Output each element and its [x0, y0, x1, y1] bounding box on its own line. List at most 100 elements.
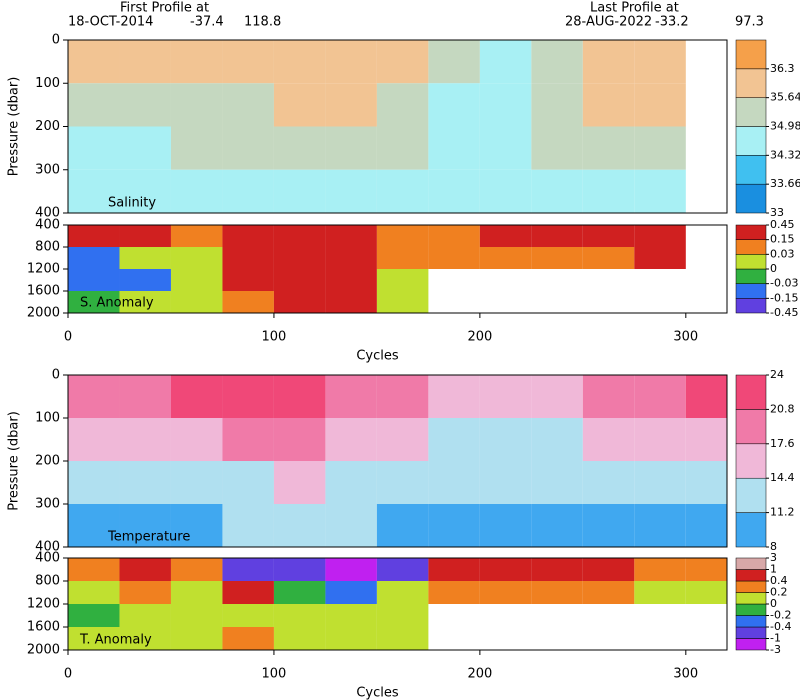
cell [222, 418, 274, 461]
cell [273, 418, 326, 461]
colorbar-box [735, 374, 767, 410]
colorbar-tick-label: 0.45 [770, 218, 795, 231]
y-tick-label: 2000 [27, 643, 60, 658]
cell [325, 269, 377, 291]
cell [273, 604, 326, 627]
cell [170, 269, 223, 291]
cell [68, 83, 120, 127]
cell [273, 581, 326, 604]
cell [119, 169, 171, 213]
cell [222, 269, 274, 291]
colorbar-tick-label: 33.66 [770, 177, 800, 190]
colorbar-box [735, 626, 767, 639]
cell [170, 247, 223, 269]
cell [479, 126, 532, 170]
cell [428, 558, 480, 581]
colorbar-tick-label: 0.4 [770, 574, 788, 587]
cell [376, 40, 429, 84]
cell [222, 291, 274, 313]
cell [170, 169, 223, 213]
last-lon: 97.3 [735, 15, 764, 30]
cell [376, 83, 429, 127]
cell [325, 581, 377, 604]
cell [634, 247, 686, 269]
x-axis-label: Cycles [356, 349, 399, 364]
cell [170, 291, 223, 313]
colorbar-tick-label: 11.2 [770, 506, 795, 519]
cell [634, 581, 686, 604]
y-axis-label: Pressure (dbar) [7, 411, 22, 511]
y-tick-label: 300 [35, 497, 60, 512]
cell [428, 126, 480, 170]
colorbar-box [735, 512, 767, 548]
y-tick-label: 1200 [27, 262, 60, 277]
y-tick-label: 200 [35, 454, 60, 469]
colorbar-box [735, 638, 767, 651]
colorbar-tick-label: 24 [770, 368, 784, 381]
cell [531, 126, 583, 170]
cell [531, 375, 583, 418]
colorbar-tick-label: 34.98 [770, 120, 800, 133]
cell [428, 581, 480, 604]
colorbar-tick-label: 0 [770, 597, 777, 610]
cell [582, 581, 635, 604]
colorbar-tick-label: 8 [770, 540, 777, 553]
cell [634, 126, 686, 170]
cell [222, 604, 274, 627]
cell [428, 461, 480, 504]
cell [222, 126, 274, 170]
cell [68, 581, 120, 604]
cell [582, 169, 635, 213]
colorbar-box [735, 155, 767, 185]
colorbar-tick-label: -1 [770, 632, 781, 645]
cell [170, 504, 223, 547]
colorbar-box [735, 283, 767, 299]
cell [325, 461, 377, 504]
cell [170, 40, 223, 84]
colorbar-box [735, 39, 767, 70]
cell [222, 247, 274, 269]
cell [170, 627, 223, 650]
cell [325, 504, 377, 547]
colorbar-box [735, 268, 767, 284]
cell [479, 504, 532, 547]
colorbar-box [735, 183, 767, 214]
last-label: Last Profile at [590, 1, 679, 16]
colorbar-box [735, 224, 767, 240]
cell [634, 375, 686, 418]
cell [376, 269, 429, 291]
colorbar-box [735, 615, 767, 628]
cell [634, 461, 686, 504]
cell [119, 418, 171, 461]
colorbar-box [735, 477, 767, 513]
colorbar-tick-label: -0.2 [770, 609, 791, 622]
cell [119, 269, 171, 291]
y-tick-label: 200 [35, 119, 60, 134]
cell [376, 604, 429, 627]
cell [531, 581, 583, 604]
cell [222, 225, 274, 247]
colorbar-tick-label: -0.4 [770, 620, 791, 633]
colorbar-tick-label: -0.45 [770, 306, 798, 319]
cell [479, 375, 532, 418]
x-tick-label: 100 [262, 330, 287, 345]
cell [68, 269, 120, 291]
cell [119, 375, 171, 418]
cell [582, 558, 635, 581]
colorbar-box [735, 443, 767, 479]
cell [119, 627, 171, 650]
cell [325, 247, 377, 269]
cell [273, 247, 326, 269]
cell [479, 40, 532, 84]
cell [531, 225, 583, 247]
cell [68, 247, 120, 269]
cell [68, 375, 120, 418]
cell [376, 375, 429, 418]
cell [222, 83, 274, 127]
first-label: First Profile at [120, 1, 209, 16]
cell [119, 504, 171, 547]
colorbar-box [735, 603, 767, 616]
cell [273, 375, 326, 418]
cell [685, 504, 727, 547]
